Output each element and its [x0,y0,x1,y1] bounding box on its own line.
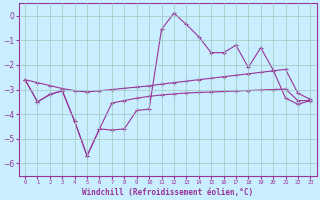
X-axis label: Windchill (Refroidissement éolien,°C): Windchill (Refroidissement éolien,°C) [82,188,253,197]
